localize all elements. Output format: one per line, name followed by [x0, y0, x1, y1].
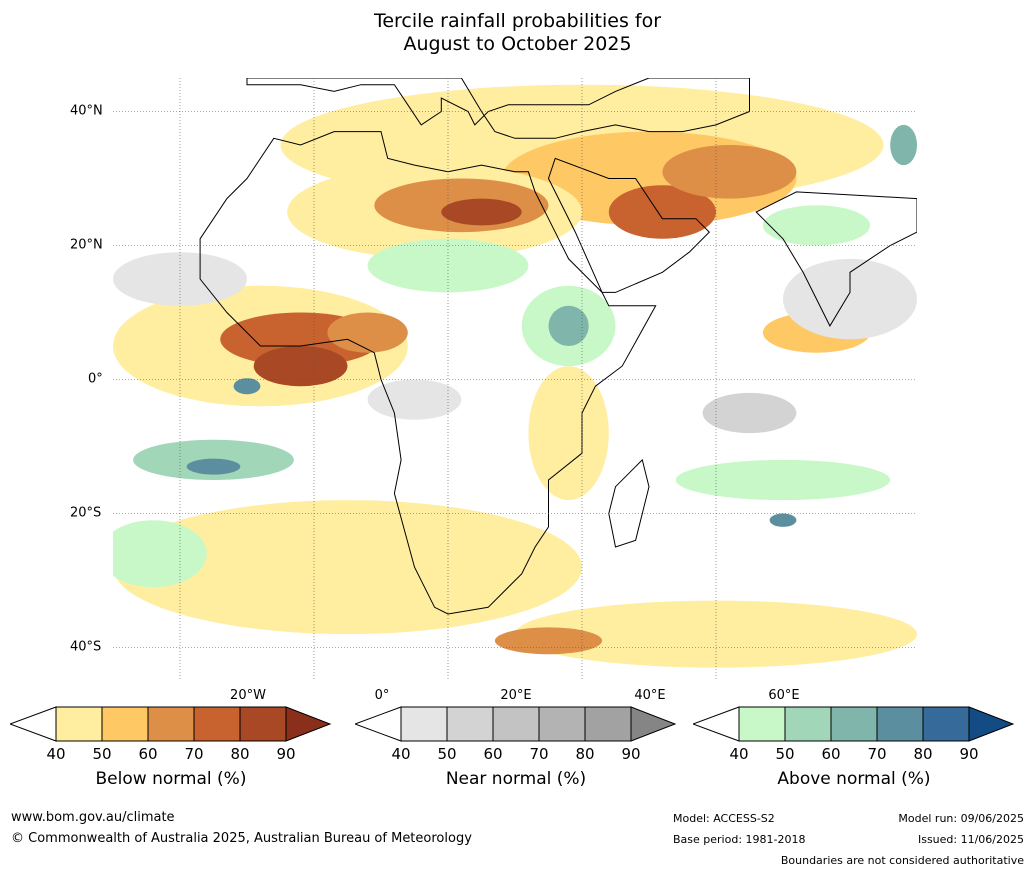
above-normal-region	[769, 513, 797, 527]
land-outlines	[199, 78, 917, 615]
below-normal-region	[528, 366, 609, 501]
near-normal-region	[367, 379, 462, 420]
above-color-cell	[784, 706, 832, 742]
near-color-cell	[584, 706, 632, 742]
tick: 80	[230, 745, 250, 763]
tick: 80	[913, 745, 933, 763]
colorbar-above	[693, 706, 1015, 742]
issued-date: Issued: 11/06/2025	[917, 833, 1024, 846]
india-outline	[755, 191, 917, 327]
lat-label-40n: 40°N	[70, 103, 103, 119]
lat-label-equator: 0°	[88, 371, 103, 387]
map-title: Tercile rainfall probabilities for Augus…	[0, 10, 1035, 56]
tick: 60	[483, 745, 503, 763]
near-normal-region	[783, 258, 917, 340]
colorbar-above-max-arrow	[968, 706, 1015, 742]
near-color-cell	[538, 706, 586, 742]
probability-regions	[113, 84, 917, 668]
model-run-date: Model run: 09/06/2025	[898, 812, 1024, 825]
above-color-cell	[738, 706, 786, 742]
tick: 70	[867, 745, 887, 763]
colorbar-below-max-arrow	[285, 706, 332, 742]
above-normal-region	[113, 520, 207, 588]
near-color-cell	[400, 706, 448, 742]
colorbar-above-label: Above normal (%)	[777, 769, 931, 789]
colorbar-near	[355, 706, 677, 742]
above-color-cell	[922, 706, 970, 742]
title-line-2: August to October 2025	[403, 33, 632, 55]
below-color-cell	[101, 706, 149, 742]
tick: 90	[276, 745, 296, 763]
above-normal-region	[762, 205, 871, 246]
below-normal-region	[113, 500, 582, 635]
coastline-outline	[199, 131, 657, 615]
below-normal-region	[494, 627, 603, 655]
above-normal-region	[675, 459, 891, 501]
below-normal-region	[608, 185, 716, 239]
below-color-cell	[55, 706, 103, 742]
below-color-cell	[193, 706, 241, 742]
colorbar-below	[10, 706, 332, 742]
colorbar-below-label: Below normal (%)	[95, 769, 247, 789]
boundary-disclaimer: Boundaries are not considered authoritat…	[780, 854, 1024, 867]
madagascar-outline	[608, 458, 650, 548]
map-canvas	[113, 78, 917, 681]
lon-label-20w: 20°W	[230, 688, 266, 703]
tick: 50	[775, 745, 795, 763]
europe-outline	[246, 78, 750, 139]
tick: 70	[529, 745, 549, 763]
below-normal-region	[515, 600, 917, 668]
tick: 80	[575, 745, 595, 763]
tick: 90	[959, 745, 979, 763]
below-normal-region	[327, 312, 408, 353]
near-color-cell	[492, 706, 540, 742]
above-normal-region	[186, 458, 241, 475]
lat-label-20s: 20°S	[70, 505, 102, 521]
colorbar-below-min-arrow	[10, 706, 57, 742]
above-normal-region	[890, 124, 917, 166]
below-normal-region	[441, 198, 522, 226]
colorbar-near-label: Near normal (%)	[445, 769, 587, 789]
colorbar-near-min-arrow	[355, 706, 402, 742]
colorbar-near-max-arrow	[630, 706, 677, 742]
near-normal-region	[702, 392, 797, 434]
copyright-text: © Commonwealth of Australia 2025, Austra…	[11, 831, 472, 846]
lat-label-40s: 40°S	[70, 639, 102, 655]
tick: 40	[46, 745, 66, 763]
tick: 60	[821, 745, 841, 763]
graticule	[113, 78, 917, 681]
above-color-cell	[830, 706, 878, 742]
above-normal-region	[367, 238, 529, 293]
tick: 40	[391, 745, 411, 763]
lon-label-60e: 60°E	[768, 688, 800, 703]
below-normal-region	[253, 346, 348, 387]
near-color-cell	[446, 706, 494, 742]
tick: 50	[92, 745, 112, 763]
tick: 70	[184, 745, 204, 763]
below-normal-region	[662, 145, 797, 199]
tick: 40	[729, 745, 749, 763]
tick: 90	[621, 745, 641, 763]
below-color-cell	[239, 706, 287, 742]
lon-label-20e: 20°E	[500, 688, 532, 703]
above-color-cell	[876, 706, 924, 742]
tick: 60	[138, 745, 158, 763]
below-color-cell	[147, 706, 195, 742]
rainfall-map	[113, 78, 917, 681]
model-name: Model: ACCESS-S2	[673, 812, 775, 825]
above-normal-region	[548, 305, 589, 346]
above-normal-region	[233, 378, 261, 395]
arabia-outline	[547, 157, 711, 293]
website-link[interactable]: www.bom.gov.au/climate	[11, 810, 175, 825]
lon-label-40e: 40°E	[634, 688, 666, 703]
lat-label-20n: 20°N	[70, 237, 103, 253]
lon-label-0: 0°	[374, 688, 390, 703]
tick: 50	[437, 745, 457, 763]
base-period: Base period: 1981-2018	[673, 833, 806, 846]
colorbar-above-min-arrow	[693, 706, 740, 742]
title-line-1: Tercile rainfall probabilities for	[373, 10, 662, 32]
